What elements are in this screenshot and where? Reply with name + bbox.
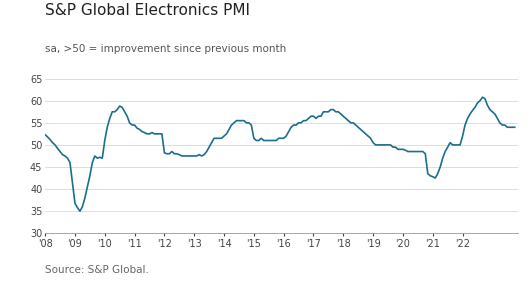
Text: S&P Global Electronics PMI: S&P Global Electronics PMI <box>45 3 250 18</box>
Text: Source: S&P Global.: Source: S&P Global. <box>45 265 149 275</box>
Text: sa, >50 = improvement since previous month: sa, >50 = improvement since previous mon… <box>45 44 286 54</box>
